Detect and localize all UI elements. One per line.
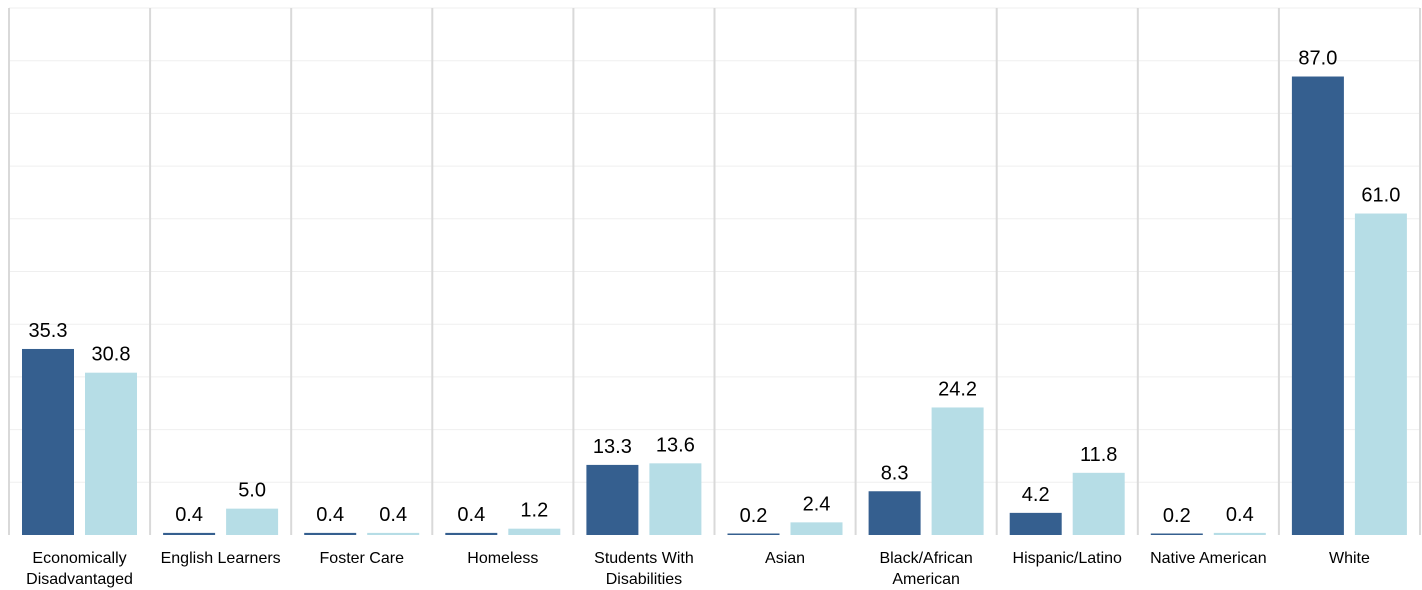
category-label-line: Disabilities <box>606 571 682 588</box>
category-label-line: Native American <box>1150 550 1267 567</box>
category-label-line: Homeless <box>467 550 538 567</box>
category-label: Hispanic/Latino <box>1013 550 1123 567</box>
data-label: 0.4 <box>316 504 344 526</box>
bar <box>1150 533 1203 535</box>
data-label: 11.8 <box>1080 444 1117 466</box>
data-label: 30.8 <box>92 344 131 366</box>
bar <box>22 348 74 535</box>
data-label: 0.4 <box>379 504 407 526</box>
bar <box>1009 512 1062 535</box>
data-label: 0.4 <box>457 504 485 526</box>
category-label: English Learners <box>161 550 281 567</box>
data-label: 35.3 <box>29 320 68 342</box>
category-label-line: White <box>1329 550 1370 567</box>
category-label: Black/African American <box>879 550 972 588</box>
data-label: 61.0 <box>1361 185 1400 207</box>
data-label: 8.3 <box>881 462 909 484</box>
bar <box>1213 532 1266 535</box>
category-label-line: Asian <box>765 550 805 567</box>
category-label-line: Disadvantaged <box>26 571 133 588</box>
bar <box>649 463 702 535</box>
category-label-line: Economically <box>32 550 126 567</box>
data-label: 24.2 <box>938 378 977 400</box>
data-label: 5.0 <box>238 480 266 502</box>
category-label: Foster Care <box>320 550 405 567</box>
bar <box>163 532 216 535</box>
data-label: 13.3 <box>593 436 632 458</box>
category-label: Homeless <box>467 550 538 567</box>
bar <box>1072 472 1125 535</box>
data-label: 4.2 <box>1022 484 1050 506</box>
category-label-line: English Learners <box>161 550 281 567</box>
bar <box>586 464 639 535</box>
bar <box>790 522 843 535</box>
category-label-line: American <box>892 571 960 588</box>
data-label: 1.2 <box>520 500 548 522</box>
bar <box>445 532 498 535</box>
bar <box>226 508 279 535</box>
category-label-line: Black/African <box>879 550 972 567</box>
category-label: Native American <box>1150 550 1267 567</box>
category-separators <box>8 8 1421 535</box>
category-label: White <box>1329 550 1370 567</box>
data-label: 0.2 <box>1163 505 1191 527</box>
data-label: 13.6 <box>656 434 695 456</box>
data-label: 0.2 <box>740 505 768 527</box>
bar <box>727 533 780 535</box>
bar <box>1291 76 1344 535</box>
category-label: Asian <box>765 550 805 567</box>
data-label: 0.4 <box>175 504 203 526</box>
bar <box>868 491 921 535</box>
bar <box>304 532 357 535</box>
category-label: Students With Disabilities <box>594 550 694 588</box>
bar <box>508 528 561 535</box>
bar <box>1354 213 1407 535</box>
category-label-line: Hispanic/Latino <box>1013 550 1123 567</box>
category-label: Economically Disadvantaged <box>26 550 133 588</box>
bars <box>22 76 1407 535</box>
value-labels: 35.3 30.8 0.4 5.0 0.4 0.4 0.4 1.2 13.3 13.6 0.2 2.4… <box>29 48 1401 527</box>
bar <box>367 532 420 535</box>
category-labels: Economically Disadvantaged English Learner… <box>26 550 1370 588</box>
data-label: 2.4 <box>803 493 831 515</box>
bar <box>931 407 984 535</box>
bar <box>85 372 137 535</box>
category-label-line: Students With <box>594 550 694 567</box>
data-label: 87.0 <box>1298 48 1337 70</box>
data-label: 0.4 <box>1226 504 1254 526</box>
category-label-line: Foster Care <box>320 550 405 567</box>
